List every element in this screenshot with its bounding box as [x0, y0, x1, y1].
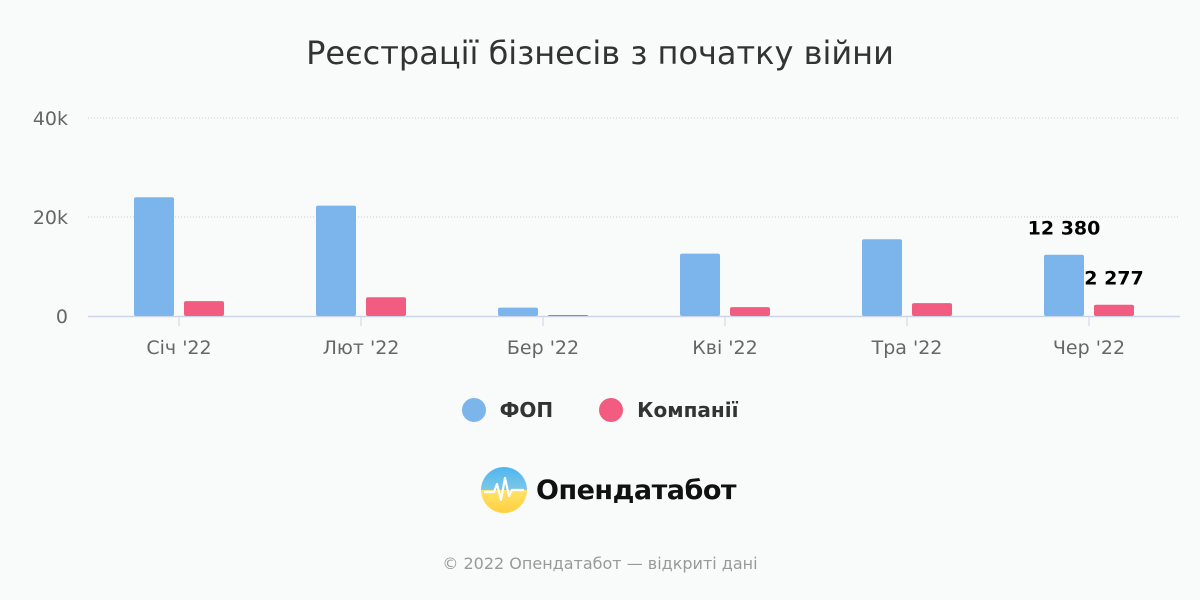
bar-chart: 0 20k 40k Січ '22 Лют '22 Бер '22 Кві '22 Тра '…	[33, 108, 1180, 359]
chart-title: Реєстрації бізнесів з початку війни	[306, 34, 894, 72]
bar-fop	[134, 197, 174, 316]
bar-fop	[862, 239, 902, 316]
bar-companies	[730, 307, 770, 316]
opendatabot-logo: Опендатабот	[480, 466, 737, 514]
x-tick-label: Чер '22	[1053, 337, 1125, 359]
bar-companies	[184, 301, 224, 316]
y-tick-label: 0	[56, 306, 68, 328]
bar-fop	[498, 307, 538, 316]
bar-fop	[680, 253, 720, 316]
x-tick-label: Тра '22	[871, 337, 943, 359]
legend-dot-companies	[599, 398, 624, 422]
bar-fop	[316, 205, 356, 316]
bar-companies	[1094, 304, 1134, 316]
x-tick-label: Лют '22	[323, 337, 400, 359]
y-tick-label: 20k	[33, 207, 68, 229]
data-label: 2 277	[1084, 268, 1144, 290]
legend-label-companies: Компанії	[637, 398, 739, 422]
legend-dot-fop	[461, 398, 486, 422]
legend-item-fop[interactable]: ФОП	[461, 398, 554, 422]
bar-companies	[366, 297, 406, 316]
bar-companies	[548, 315, 588, 316]
data-label: 12 380	[1028, 218, 1101, 240]
logo-text: Опендатабот	[536, 474, 737, 506]
x-tick-label: Кві '22	[692, 337, 757, 359]
x-tick-label: Січ '22	[146, 337, 211, 359]
footer-credit: © 2022 Опендатабот — відкриті дані	[442, 554, 758, 573]
legend-label-fop: ФОП	[499, 398, 554, 422]
bar-fop	[1044, 254, 1084, 316]
legend-item-companies[interactable]: Компанії	[599, 398, 738, 422]
x-tick-label: Бер '22	[507, 337, 579, 359]
y-tick-label: 40k	[33, 108, 68, 130]
bar-companies	[912, 303, 952, 316]
opendatabot-logo-icon	[481, 467, 527, 513]
legend: ФОП Компанії	[0, 398, 1200, 422]
